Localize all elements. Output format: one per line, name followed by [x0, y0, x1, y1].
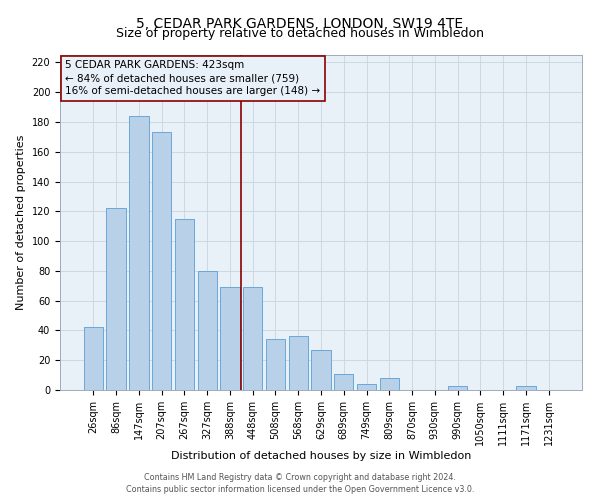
Bar	[152, 132, 172, 390]
Bar	[84, 328, 103, 390]
Text: Size of property relative to detached houses in Wimbledon: Size of property relative to detached ho…	[116, 28, 484, 40]
Bar	[448, 386, 467, 390]
Bar	[516, 386, 536, 390]
Bar	[334, 374, 353, 390]
X-axis label: Distribution of detached houses by size in Wimbledon: Distribution of detached houses by size …	[171, 450, 471, 460]
Bar	[175, 219, 194, 390]
Bar	[129, 116, 149, 390]
Y-axis label: Number of detached properties: Number of detached properties	[16, 135, 26, 310]
Bar	[197, 271, 217, 390]
Bar	[266, 340, 285, 390]
Bar	[243, 288, 262, 390]
Bar	[311, 350, 331, 390]
Text: Contains HM Land Registry data © Crown copyright and database right 2024.
Contai: Contains HM Land Registry data © Crown c…	[126, 472, 474, 494]
Bar	[380, 378, 399, 390]
Bar	[289, 336, 308, 390]
Text: 5, CEDAR PARK GARDENS, LONDON, SW19 4TE: 5, CEDAR PARK GARDENS, LONDON, SW19 4TE	[136, 18, 464, 32]
Bar	[220, 288, 239, 390]
Text: 5 CEDAR PARK GARDENS: 423sqm
← 84% of detached houses are smaller (759)
16% of s: 5 CEDAR PARK GARDENS: 423sqm ← 84% of de…	[65, 60, 320, 96]
Bar	[357, 384, 376, 390]
Bar	[106, 208, 126, 390]
